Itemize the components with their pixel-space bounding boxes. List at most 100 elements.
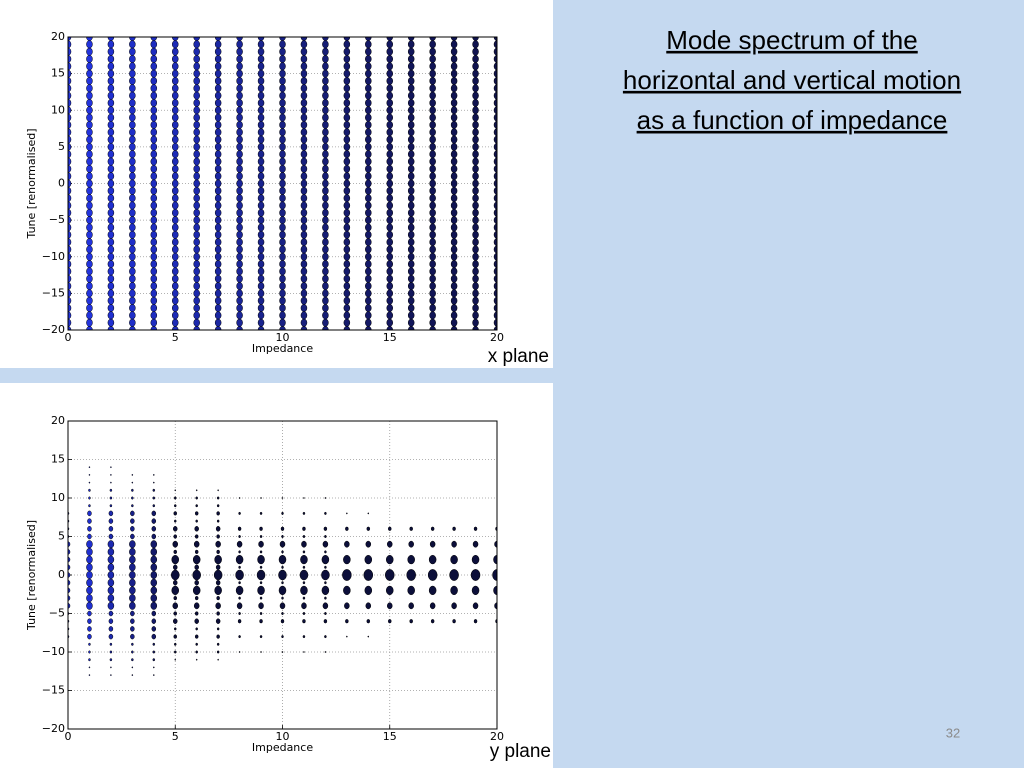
point <box>429 311 436 320</box>
point <box>107 563 115 572</box>
point <box>129 142 136 151</box>
point <box>150 106 158 115</box>
point <box>343 223 351 232</box>
point <box>86 76 93 85</box>
point <box>86 540 93 549</box>
point <box>150 318 158 327</box>
point <box>365 54 372 63</box>
point <box>365 602 372 610</box>
point <box>301 602 307 610</box>
point <box>236 304 243 313</box>
point <box>193 98 200 107</box>
point <box>129 274 136 283</box>
point <box>407 223 415 232</box>
point <box>407 304 415 313</box>
point <box>151 633 157 640</box>
point <box>300 304 308 313</box>
point <box>172 142 179 151</box>
point <box>493 252 497 261</box>
point <box>129 216 136 225</box>
point <box>214 135 222 144</box>
point <box>192 554 201 565</box>
point <box>172 120 179 129</box>
point <box>257 62 265 71</box>
point <box>107 230 115 239</box>
point <box>407 135 415 144</box>
point <box>214 311 222 320</box>
point <box>130 633 135 640</box>
point <box>300 106 308 115</box>
point <box>386 304 393 313</box>
point <box>472 208 479 217</box>
point <box>236 216 243 225</box>
point <box>107 135 115 144</box>
point <box>260 651 262 653</box>
point <box>365 179 372 188</box>
point <box>259 612 263 615</box>
point <box>257 216 265 225</box>
point <box>236 113 243 122</box>
point <box>236 267 243 276</box>
point <box>86 578 93 587</box>
point <box>472 602 479 610</box>
point <box>68 150 72 159</box>
point <box>386 164 393 173</box>
point <box>107 601 115 610</box>
point <box>257 318 265 327</box>
point <box>281 635 284 639</box>
point <box>429 238 436 247</box>
point <box>257 179 265 188</box>
point <box>279 76 286 85</box>
point <box>150 223 158 232</box>
point <box>193 208 200 217</box>
x-tick-label: 20 <box>490 730 504 743</box>
point <box>215 602 221 610</box>
point <box>107 157 115 166</box>
point <box>129 128 136 137</box>
point <box>150 563 158 572</box>
point <box>193 230 200 239</box>
point <box>472 267 479 276</box>
point <box>343 54 351 63</box>
point <box>322 267 329 276</box>
point <box>237 619 242 624</box>
x-tick-label: 5 <box>172 730 179 743</box>
point <box>302 612 306 615</box>
point <box>68 128 72 137</box>
point <box>300 318 308 327</box>
point <box>86 98 93 107</box>
point <box>150 142 158 151</box>
point <box>387 602 393 610</box>
point <box>131 642 134 646</box>
point <box>450 216 458 225</box>
point <box>107 571 115 579</box>
point <box>322 540 329 548</box>
point <box>279 201 286 210</box>
point <box>343 128 351 137</box>
point <box>86 252 93 261</box>
point <box>150 91 158 100</box>
point <box>194 579 199 586</box>
point <box>343 142 351 151</box>
point <box>214 267 222 276</box>
point <box>257 304 265 313</box>
point <box>493 98 497 107</box>
point <box>150 252 158 261</box>
point <box>365 282 372 291</box>
point <box>493 304 497 313</box>
point <box>107 62 115 71</box>
point <box>493 47 497 56</box>
point <box>407 69 415 78</box>
point <box>107 274 115 283</box>
point <box>150 47 158 56</box>
point <box>472 135 479 144</box>
point <box>172 223 179 232</box>
point <box>300 54 308 63</box>
point <box>279 54 286 63</box>
point <box>257 40 265 49</box>
point <box>257 585 265 596</box>
point <box>365 84 372 93</box>
point <box>472 76 479 85</box>
point <box>109 504 113 508</box>
point <box>427 569 438 581</box>
